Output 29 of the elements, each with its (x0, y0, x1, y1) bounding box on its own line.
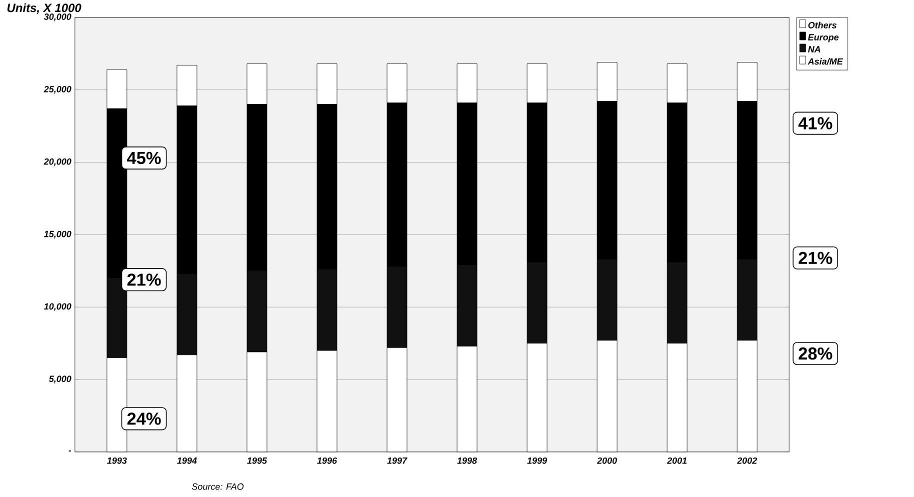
legend-label: Europe (808, 34, 839, 42)
x-tick-label: 1993 (107, 458, 127, 464)
legend-label: Asia/ME (808, 58, 844, 65)
legend-label: NA (808, 46, 820, 52)
x-tick-label: 1997 (387, 458, 408, 464)
x-tick-label: 1996 (317, 458, 338, 464)
annotation: 24% (127, 412, 161, 425)
y-tick-label: 5,000 (48, 376, 72, 384)
text: 41% (798, 117, 832, 130)
text: 21% (798, 252, 832, 264)
y-tick-label: 30,000 (44, 14, 72, 22)
x-tick-label: 2000 (596, 458, 617, 464)
x-tick-label: 2001 (666, 458, 687, 464)
x-tick-label: 2002 (736, 458, 758, 464)
y-axis-title: Units, X 1000 (7, 3, 82, 14)
x-tick-label: 1998 (457, 458, 478, 464)
y-tick-label: 25,000 (44, 86, 72, 94)
y-tick-label: 15,000 (44, 230, 72, 239)
legend-label: Others (808, 22, 837, 28)
y-tick-label: - (68, 450, 72, 452)
text: 28% (798, 347, 832, 360)
y-tick-label: 10,000 (44, 303, 72, 311)
annotation: 45% (127, 152, 161, 164)
x-tick-label: 1995 (247, 458, 268, 464)
source-note: Source: FAO (192, 483, 244, 490)
x-tick-label: 1994 (177, 458, 197, 464)
annotation: 21% (127, 274, 161, 286)
x-tick-label: 1999 (527, 458, 548, 464)
y-tick-label: 20,000 (44, 158, 72, 166)
